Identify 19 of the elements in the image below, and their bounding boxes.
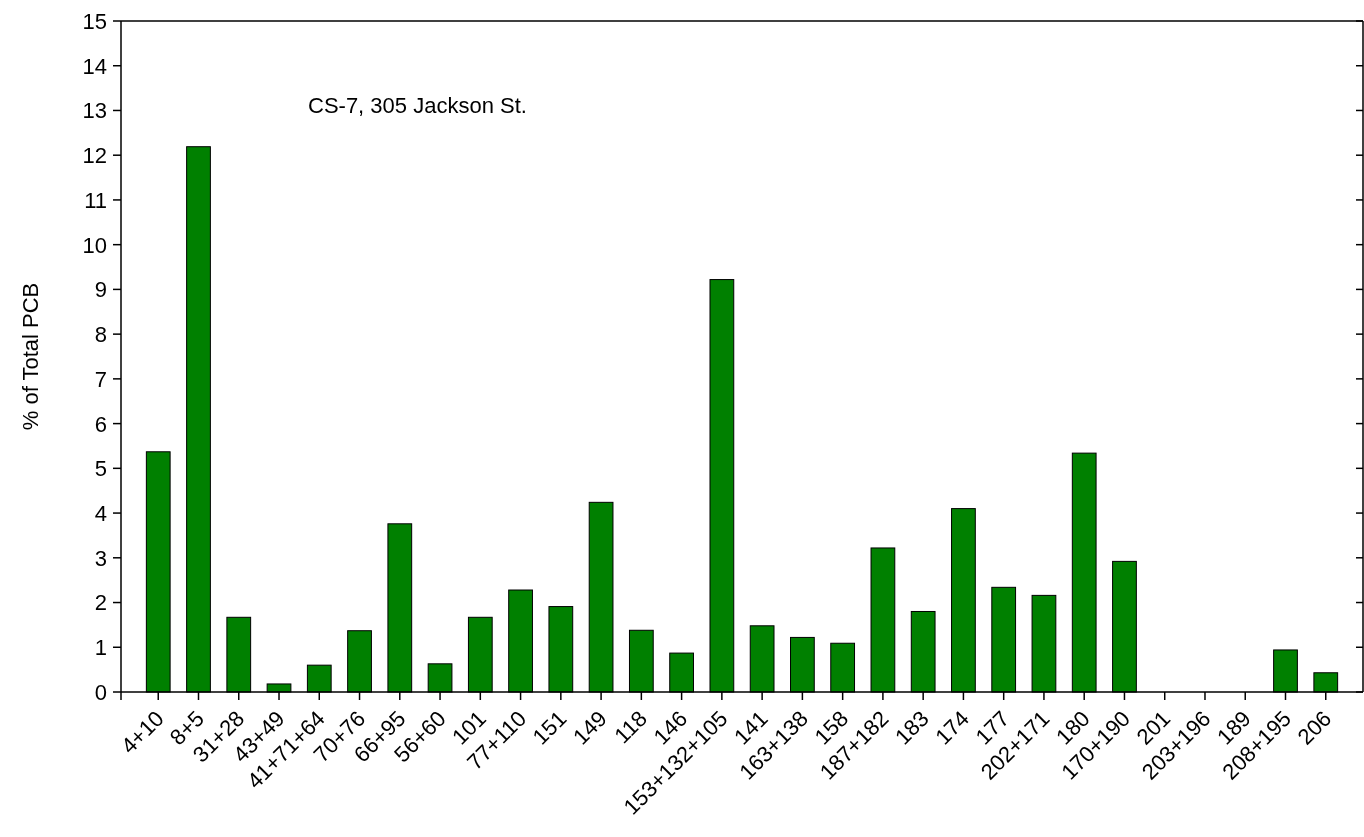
y-tick-label: 13 <box>82 98 107 124</box>
y-tick-label: 15 <box>82 8 107 34</box>
y-tick-label: 5 <box>94 456 107 482</box>
y-tick-label: 0 <box>94 679 107 705</box>
y-tick-label: 1 <box>94 635 107 661</box>
y-axis-title: % of Total PCB <box>18 282 43 431</box>
y-tick-label: 7 <box>94 366 107 392</box>
y-tick-label: 6 <box>94 411 107 437</box>
y-tick-label: 2 <box>94 590 107 616</box>
y-tick-label: 12 <box>82 143 107 169</box>
y-tick-label: 9 <box>94 277 107 303</box>
y-tick-label: 3 <box>94 545 107 571</box>
annotation: CS-7, 305 Jackson St. <box>308 93 527 118</box>
y-tick-label: 10 <box>82 232 107 258</box>
x-tick-label: 206 <box>1292 705 1337 750</box>
y-tick-label: 14 <box>82 53 107 79</box>
y-tick-label: 4 <box>94 500 107 526</box>
y-tick-label: 8 <box>94 322 107 348</box>
y-tick-label: 11 <box>84 187 107 213</box>
